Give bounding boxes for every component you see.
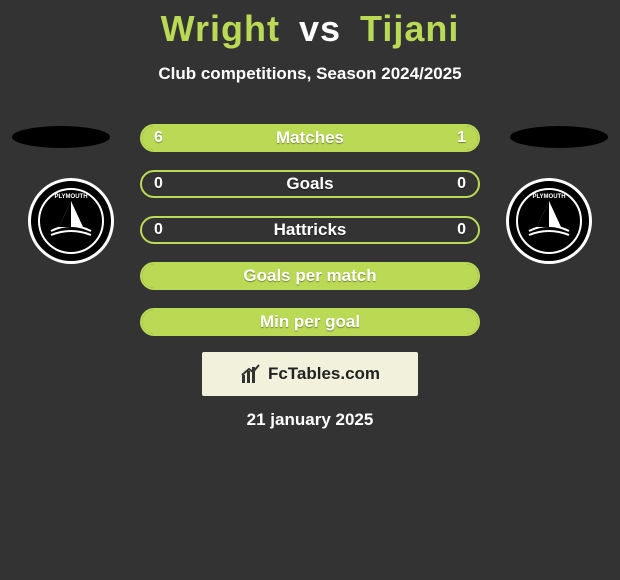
plymouth-logo-icon: PLYMOUTH [37, 187, 105, 255]
plymouth-logo-icon: PLYMOUTH [515, 187, 583, 255]
stat-row-min-per-goal: Min per goal [140, 308, 480, 336]
stat-value-left: 0 [154, 221, 163, 239]
player2-name: Tijani [360, 8, 459, 49]
stat-row-goals-per-match: Goals per match [140, 262, 480, 290]
stat-label: Hattricks [274, 220, 347, 240]
brand-text: FcTables.com [268, 364, 380, 384]
svg-text:PLYMOUTH: PLYMOUTH [532, 194, 565, 200]
date-text: 21 january 2025 [0, 410, 620, 430]
stat-row-goals: 0 Goals 0 [140, 170, 480, 198]
player1-name: Wright [161, 8, 280, 49]
stat-value-right: 1 [457, 129, 466, 147]
vs-text: vs [299, 8, 341, 49]
chart-icon [240, 363, 262, 385]
stat-value-right: 0 [457, 175, 466, 193]
stat-label: Matches [276, 128, 344, 148]
stats-rows: 6 Matches 1 0 Goals 0 0 Hattricks 0 Goal… [140, 124, 480, 354]
stat-value-right: 0 [457, 221, 466, 239]
stat-value-left: 6 [154, 129, 163, 147]
stat-fill-left [142, 126, 404, 150]
player1-club-logo: PLYMOUTH [28, 178, 114, 264]
player1-shadow [12, 126, 110, 148]
stat-fill-right [404, 126, 478, 150]
stat-row-hattricks: 0 Hattricks 0 [140, 216, 480, 244]
stat-label: Goals per match [243, 266, 376, 286]
stat-label: Min per goal [260, 312, 360, 332]
svg-text:PLYMOUTH: PLYMOUTH [54, 194, 87, 200]
page-title: Wright vs Tijani [0, 0, 620, 50]
player2-club-logo: PLYMOUTH [506, 178, 592, 264]
stat-value-left: 0 [154, 175, 163, 193]
stat-row-matches: 6 Matches 1 [140, 124, 480, 152]
brand-box[interactable]: FcTables.com [202, 352, 418, 396]
stat-label: Goals [286, 174, 333, 194]
subtitle: Club competitions, Season 2024/2025 [0, 64, 620, 84]
player2-shadow [510, 126, 608, 148]
